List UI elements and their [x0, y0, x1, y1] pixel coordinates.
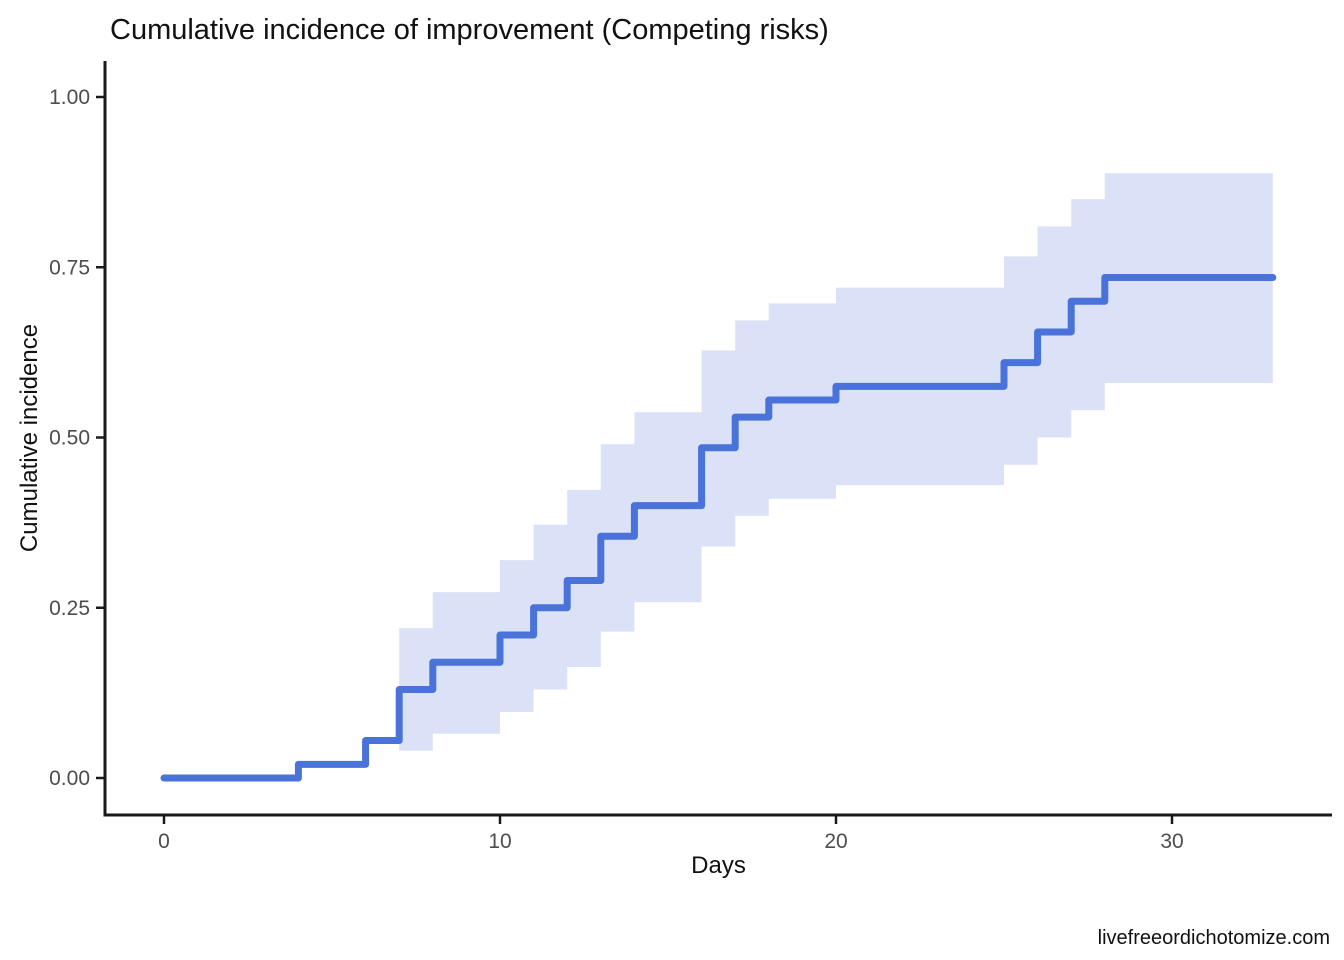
- y-tick-label: 0.75: [49, 256, 90, 279]
- x-tick-label: 0: [158, 830, 170, 853]
- x-tick-label: 10: [488, 830, 511, 853]
- x-tick-label: 20: [824, 830, 847, 853]
- estimate-line: [160, 273, 1277, 782]
- y-tick-label: 0.25: [49, 597, 90, 620]
- x-axis-title: Days: [691, 852, 746, 879]
- confidence-band: [399, 173, 1273, 751]
- y-tick-label: 0.00: [49, 767, 90, 790]
- footer-watermark: livefreeordichotomize.com: [1097, 927, 1330, 949]
- chart-title: Cumulative incidence of improvement (Com…: [110, 14, 829, 46]
- y-tick-label: 0.50: [49, 427, 90, 450]
- x-tick-label: 30: [1160, 830, 1183, 853]
- y-tick-label: 1.00: [49, 86, 90, 109]
